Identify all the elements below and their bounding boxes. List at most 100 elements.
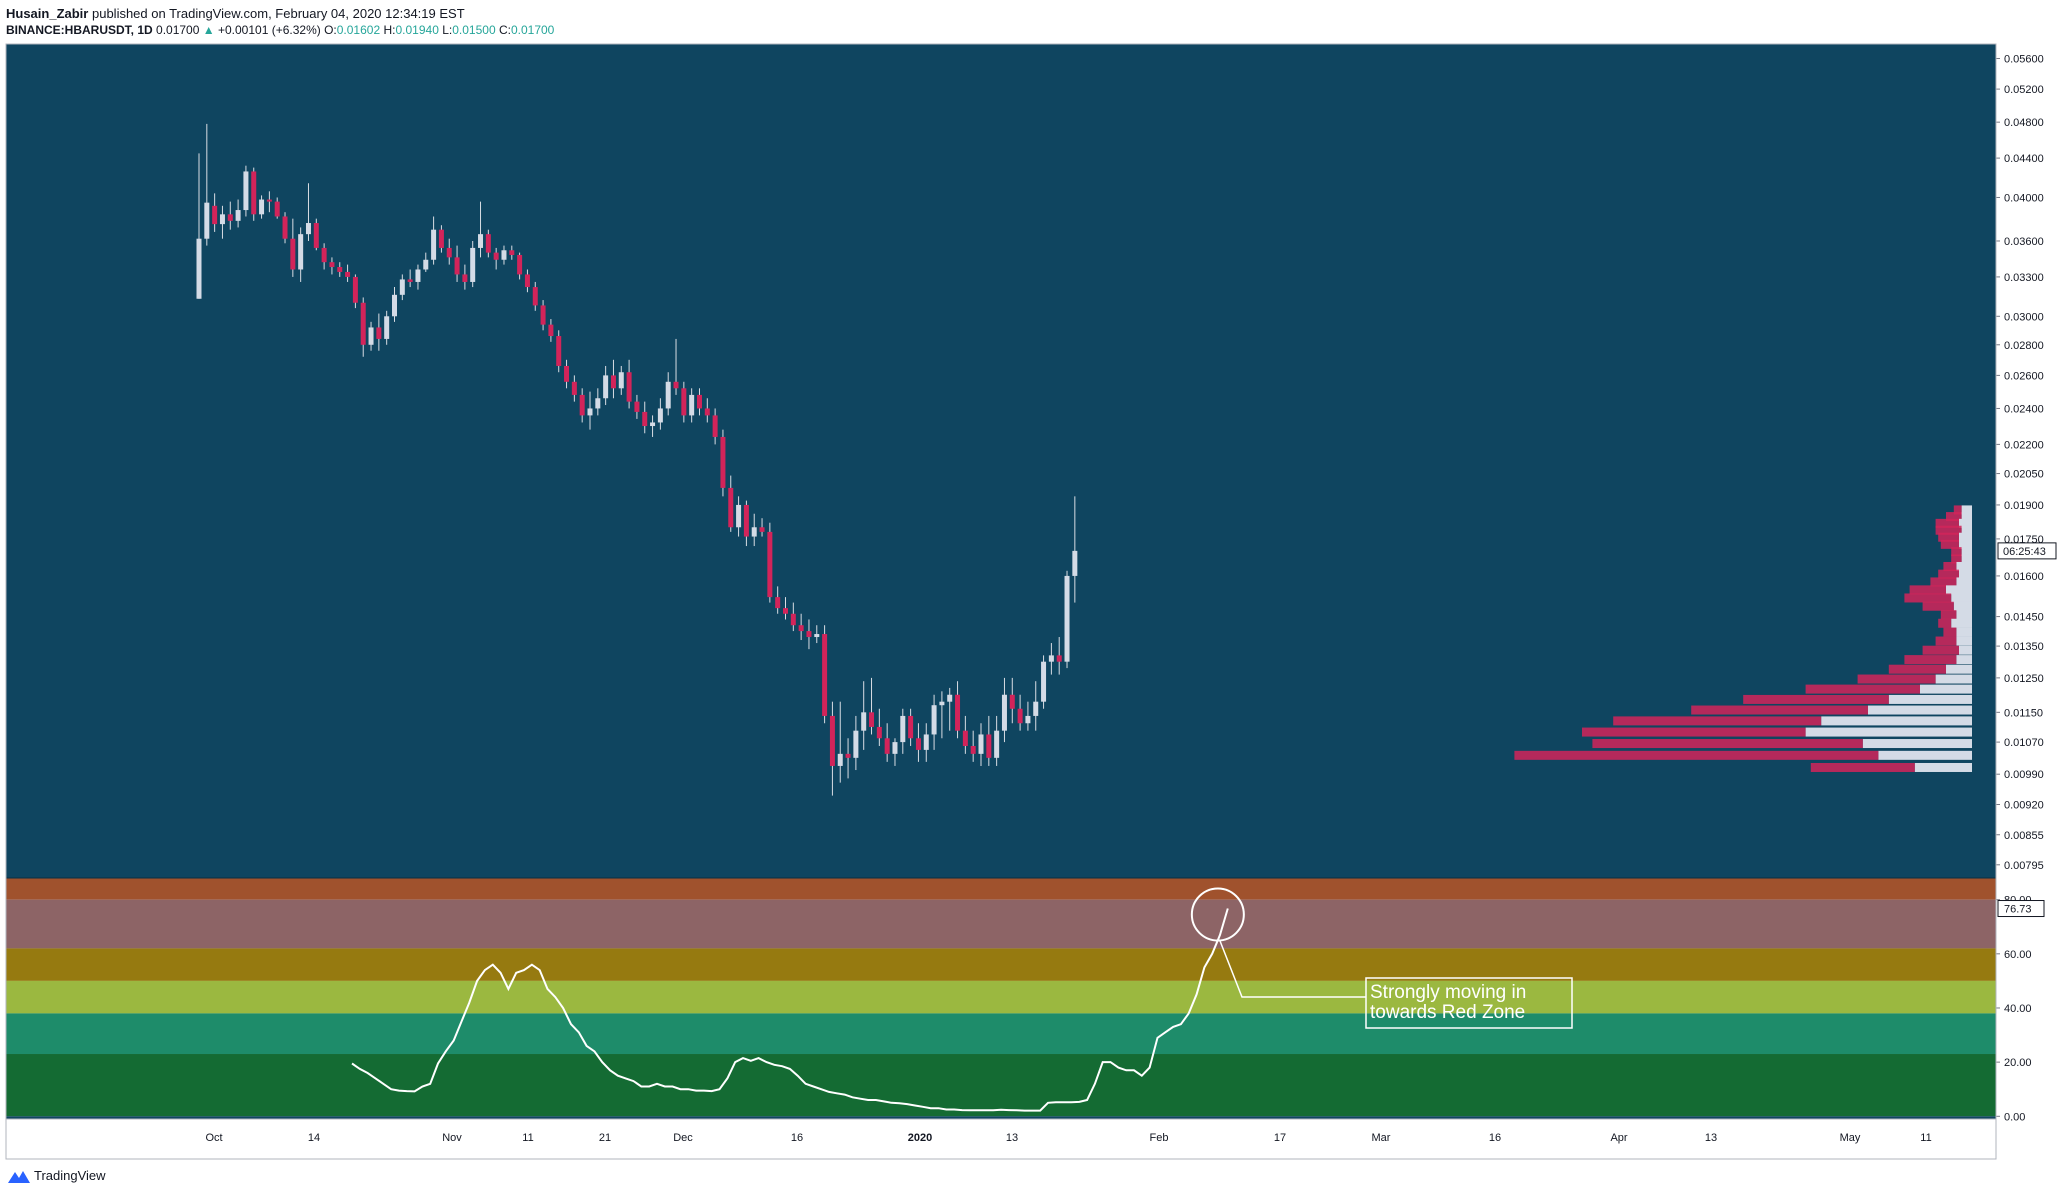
volume-profile-up-bar xyxy=(1951,618,1972,628)
candle-down xyxy=(524,274,530,288)
countdown-tag xyxy=(1997,542,2057,560)
candle-up xyxy=(501,250,507,260)
countdown-label: 06:25:43 xyxy=(2003,546,2046,558)
candle-down xyxy=(712,415,718,437)
high-label: H: xyxy=(383,23,396,37)
price-pane xyxy=(6,44,1996,878)
candle-down xyxy=(564,365,570,382)
candle-up xyxy=(235,210,241,221)
last-price: 0.01700 xyxy=(156,23,200,37)
low-label: L: xyxy=(442,23,453,37)
volume-profile-down-bar xyxy=(1514,750,1879,760)
volume-profile-down-bar xyxy=(1592,739,1863,749)
candle-up xyxy=(368,327,374,345)
candle-down xyxy=(1017,708,1023,724)
time-axis-label: 16 xyxy=(791,1132,803,1144)
candle-up xyxy=(1033,701,1039,716)
oscillator-zone xyxy=(6,948,1996,981)
candle-up xyxy=(243,171,249,211)
annotation-box xyxy=(1365,977,1573,1029)
candle-down xyxy=(517,254,523,275)
open-value: 0.01602 xyxy=(336,23,381,37)
candle-down xyxy=(313,223,319,248)
candle-up xyxy=(978,734,984,754)
volume-profile-up-bar xyxy=(1956,636,1972,646)
volume-profile-up-bar xyxy=(1959,539,1972,549)
candle-up xyxy=(736,504,742,528)
volume-profile-down-bar xyxy=(1940,539,1959,549)
volume-profile-up-bar xyxy=(1961,512,1972,522)
volume-profile-down-bar xyxy=(1953,505,1962,515)
volume-profile-down-bar xyxy=(1940,610,1957,620)
time-axis-label: 16 xyxy=(1489,1132,1501,1144)
candle-down xyxy=(908,715,914,739)
volume-profile-down-bar xyxy=(1943,561,1957,571)
candle-down xyxy=(407,279,413,282)
candle-up xyxy=(1048,655,1054,662)
candle-down xyxy=(728,487,734,528)
candle-down xyxy=(360,302,366,345)
annotation-text: Strongly moving in xyxy=(1370,982,1526,1003)
candle-down xyxy=(321,247,327,263)
price-axis-label: 0.03300 xyxy=(2004,272,2044,284)
volume-profile-down-bar xyxy=(1938,569,1959,579)
candle-down xyxy=(438,229,444,248)
volume-profile-down-bar xyxy=(1946,512,1962,522)
candle-up xyxy=(431,229,437,260)
candle-up xyxy=(861,712,867,731)
candle-down xyxy=(642,411,648,427)
oscillator-zone xyxy=(6,980,1996,1014)
candle-up xyxy=(939,701,945,706)
publication-info: Husain_Zabir published on TradingView.co… xyxy=(6,6,465,21)
candle-down xyxy=(376,327,382,339)
author-name[interactable]: Husain_Zabir xyxy=(6,6,89,21)
candle-up xyxy=(595,398,601,409)
time-axis-label: May xyxy=(1840,1132,1861,1144)
candle-down xyxy=(775,597,781,609)
symbol-label: BINANCE:HBARUSDT, 1D xyxy=(6,23,153,37)
candle-up xyxy=(650,422,656,427)
oscillator-axis-label: 0.00 xyxy=(2004,1111,2025,1123)
candle-down xyxy=(266,199,272,202)
candle-up xyxy=(751,527,757,537)
footer-branding: TradingView xyxy=(8,1168,106,1183)
volume-profile-up-bar xyxy=(1862,739,1972,749)
time-axis-label: Nov xyxy=(442,1132,462,1144)
volume-profile-up-bar xyxy=(1959,532,1972,542)
candle-down xyxy=(696,394,702,409)
candle-down xyxy=(759,527,765,532)
candle-up xyxy=(665,381,671,409)
candle-down xyxy=(743,504,749,537)
price-axis-label: 0.02600 xyxy=(2004,370,2044,382)
candle-up xyxy=(587,408,593,416)
volume-profile-down-bar xyxy=(1888,664,1946,674)
close-label: C: xyxy=(498,23,511,37)
candle-down xyxy=(329,262,335,268)
candle-up xyxy=(1041,661,1047,702)
volume-profile-down-bar xyxy=(1613,716,1822,726)
candle-down xyxy=(806,631,812,638)
oscillator-value-tag xyxy=(1997,900,2045,918)
candle-down xyxy=(446,247,452,258)
time-axis-label: 11 xyxy=(1920,1132,1931,1144)
volume-profile-down-bar xyxy=(1904,593,1952,603)
volume-profile-up-bar xyxy=(1959,645,1972,655)
candle-down xyxy=(352,276,358,303)
candle-down xyxy=(704,408,710,416)
volume-profile-up-bar xyxy=(1868,705,1972,715)
candle-up xyxy=(837,753,843,766)
volume-profile-up-bar xyxy=(1961,554,1972,564)
volume-profile-up-bar xyxy=(1961,547,1972,557)
oscillator-line xyxy=(351,908,1229,1112)
price-change: +0.00101 (+6.32%) xyxy=(217,23,321,37)
time-axis-label: Feb xyxy=(1150,1132,1169,1144)
tradingview-brand[interactable]: TradingView xyxy=(34,1168,106,1183)
price-axis-label: 0.02400 xyxy=(2004,403,2044,415)
candle-up xyxy=(947,694,953,702)
candle-up xyxy=(196,238,202,299)
price-axis-label: 0.00990 xyxy=(2004,769,2044,781)
volume-profile-down-bar xyxy=(1951,554,1962,564)
time-axis-label: 21 xyxy=(599,1132,611,1144)
volume-profile-down-bar xyxy=(1938,532,1959,542)
